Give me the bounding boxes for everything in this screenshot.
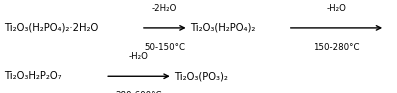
Text: Ti₂O₃(H₂PO₄)₂·2H₂O: Ti₂O₃(H₂PO₄)₂·2H₂O [4,23,98,33]
Text: Ti₂O₃(PO₃)₂: Ti₂O₃(PO₃)₂ [174,71,228,81]
Text: 280-600°C: 280-600°C [116,91,162,93]
Text: -2H₂O: -2H₂O [152,4,177,13]
Text: -H₂O: -H₂O [326,4,347,13]
Text: -H₂O: -H₂O [129,52,149,61]
Text: 50-150°C: 50-150°C [144,43,185,52]
Text: Ti₂O₃(H₂PO₄)₂: Ti₂O₃(H₂PO₄)₂ [190,23,255,33]
Text: Ti₂O₃H₂P₂O₇: Ti₂O₃H₂P₂O₇ [4,71,62,81]
Text: 150-280°C: 150-280°C [313,43,360,52]
